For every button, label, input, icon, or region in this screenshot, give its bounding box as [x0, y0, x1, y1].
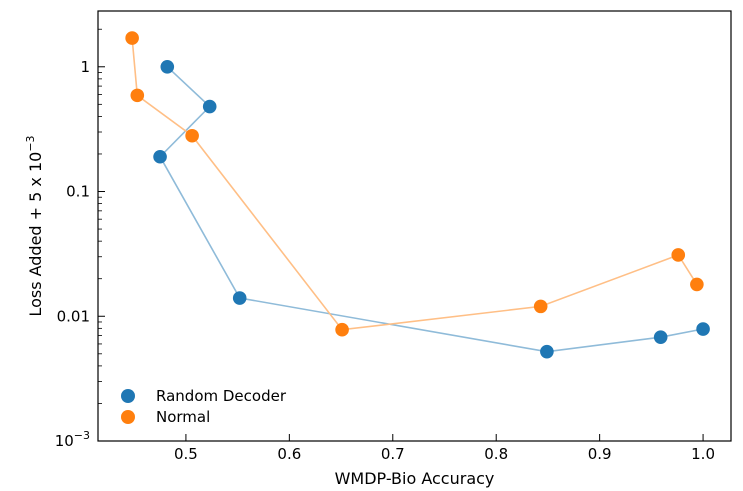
x-tick-label: 0.8 — [484, 445, 508, 463]
y-tick-label: 10−3 — [55, 429, 90, 450]
y-tick-label: 0.1 — [66, 183, 90, 201]
legend-marker-normal — [121, 410, 135, 424]
x-tick-label: 0.6 — [277, 445, 301, 463]
x-tick-label: 0.7 — [381, 445, 405, 463]
data-point-normal — [671, 248, 686, 262]
x-tick-label: 0.5 — [174, 445, 198, 463]
series-line-normal — [131, 37, 698, 331]
data-series-layer — [125, 31, 710, 359]
data-point-normal — [130, 88, 145, 103]
data-point-random-decoder — [653, 330, 668, 344]
data-point-random-decoder — [202, 99, 217, 114]
legend: Random Decoder Normal — [121, 387, 287, 426]
y-axis-title-exponent: −3 — [24, 135, 37, 151]
data-point-random-decoder — [540, 344, 554, 359]
y-axis-title: Loss Added + 5 x 10−3 — [24, 135, 45, 316]
data-point-random-decoder — [153, 149, 167, 164]
y-tick-label: 0.01 — [57, 307, 90, 325]
legend-marker-random-decoder — [121, 389, 135, 403]
data-point-random-decoder — [232, 291, 247, 305]
y-axis-title-text: Loss Added + 5 x 10 — [26, 152, 45, 317]
data-point-random-decoder — [696, 322, 710, 336]
data-point-normal — [125, 31, 139, 45]
legend-label-normal: Normal — [156, 408, 210, 426]
series-line-random-decoder — [159, 66, 704, 353]
plot-area-frame — [97, 10, 732, 442]
data-point-normal — [335, 322, 349, 337]
x-tick-label: 1.0 — [691, 445, 715, 463]
y-tick-label: 1 — [80, 58, 90, 76]
x-axis-title: WMDP-Bio Accuracy — [335, 469, 495, 488]
axis-ticks: 0.5 0.6 0.7 0.8 0.9 1.0 10−3 0.01 0.1 1 — [55, 28, 715, 463]
x-tick-label: 0.9 — [588, 445, 612, 463]
data-point-random-decoder — [160, 59, 175, 74]
data-point-normal — [185, 128, 199, 143]
data-point-normal — [690, 277, 704, 292]
data-point-normal — [533, 299, 548, 314]
legend-label-random-decoder: Random Decoder — [156, 387, 287, 405]
